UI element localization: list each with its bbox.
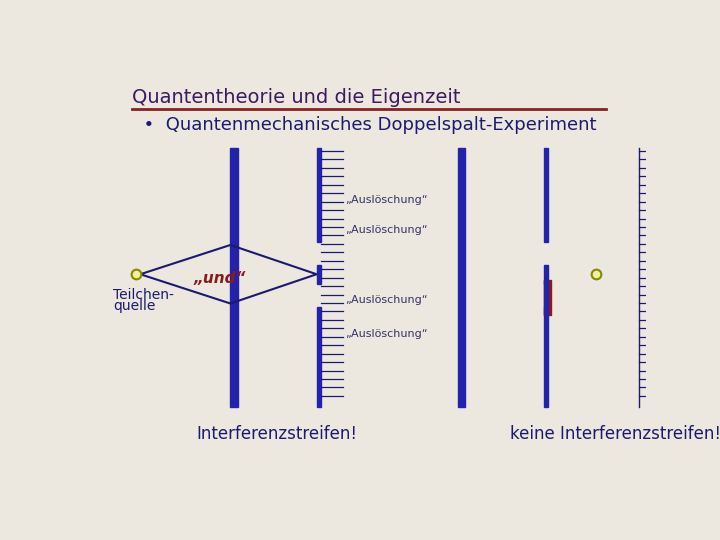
Bar bbox=[317, 265, 321, 284]
Text: keine Interferenzstreifen!: keine Interferenzstreifen! bbox=[510, 425, 720, 443]
Text: „und“: „und“ bbox=[194, 271, 246, 286]
Text: „Auslöschung“: „Auslöschung“ bbox=[345, 225, 428, 235]
Bar bbox=[457, 148, 465, 408]
Bar bbox=[544, 280, 552, 315]
Bar bbox=[544, 148, 549, 242]
Text: •  Quantenmechanisches Doppelspalt-Experiment: • Quantenmechanisches Doppelspalt-Experi… bbox=[132, 116, 596, 133]
Bar bbox=[317, 148, 321, 242]
Text: „Auslöschung“: „Auslöschung“ bbox=[345, 194, 428, 205]
Text: Quantentheorie und die Eigenzeit: Quantentheorie und die Eigenzeit bbox=[132, 88, 460, 107]
Bar bbox=[544, 265, 549, 284]
Bar bbox=[544, 280, 548, 315]
Bar bbox=[544, 307, 549, 408]
Text: Interferenzstreifen!: Interferenzstreifen! bbox=[196, 425, 357, 443]
Bar bbox=[230, 148, 238, 408]
Text: quelle: quelle bbox=[113, 299, 156, 313]
Text: „Auslöschung“: „Auslöschung“ bbox=[345, 329, 428, 339]
Text: „Auslöschung“: „Auslöschung“ bbox=[345, 295, 428, 305]
Text: Teilchen-: Teilchen- bbox=[113, 288, 174, 302]
Bar bbox=[317, 307, 321, 408]
